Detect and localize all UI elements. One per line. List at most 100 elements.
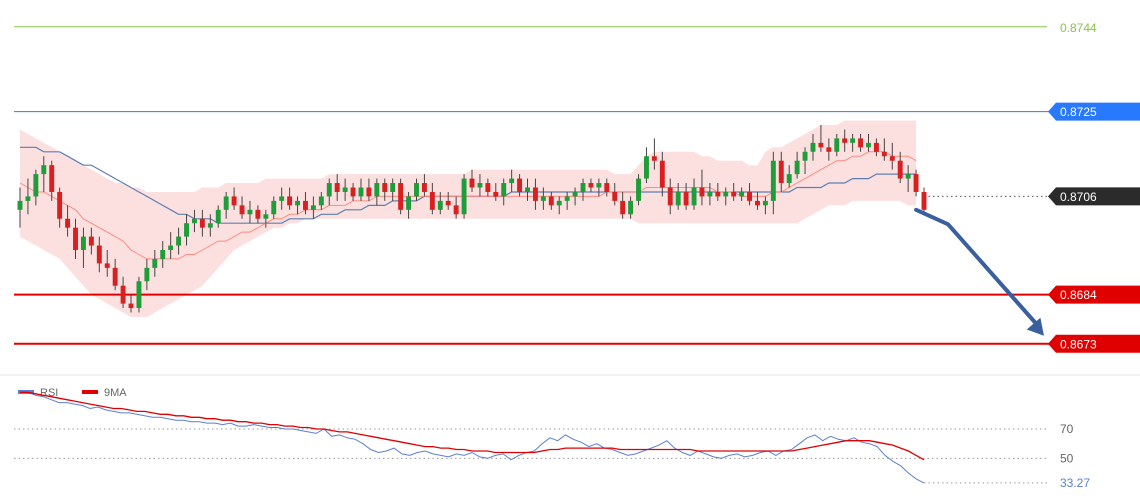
candle-body-95: [770, 160, 776, 201]
candle-body-76: [620, 200, 626, 215]
candles: [17, 125, 927, 313]
candle-body-30: [255, 209, 261, 219]
candle-42: [350, 183, 356, 201]
candle-body-65: [532, 187, 538, 201]
level-badge-2: 0.8706: [1048, 187, 1140, 206]
candle-1: [25, 178, 31, 215]
candle-93: [755, 191, 760, 210]
candle-71: [580, 178, 586, 201]
rsi-lines: [20, 391, 925, 484]
rsi-series-rsi: [20, 391, 925, 484]
candle-body-100: [810, 142, 816, 152]
candle-25: [215, 205, 221, 228]
candle-11: [104, 250, 110, 277]
candle-39: [326, 178, 332, 206]
candle-104: [842, 129, 848, 152]
legend-label-9ma: 9MA: [104, 387, 127, 399]
candle-14: [128, 294, 134, 313]
level-badge-3: 0.8684: [1048, 285, 1140, 304]
candle-72: [588, 178, 594, 192]
candle-body-97: [786, 174, 792, 184]
candle-94: [762, 196, 768, 215]
candle-body-92: [747, 191, 753, 201]
candle-body-3: [41, 165, 47, 175]
candle-44: [366, 178, 372, 201]
candle-body-41: [342, 187, 348, 192]
candle-103: [834, 133, 840, 157]
candle-46: [382, 178, 388, 201]
candle-67: [548, 191, 554, 210]
candle-110: [889, 142, 895, 170]
level-badge-4: 0.8673: [1048, 334, 1140, 353]
candle-56: [461, 174, 467, 219]
candle-body-29: [247, 209, 253, 215]
candle-66: [540, 187, 546, 210]
candle-body-112: [905, 174, 911, 179]
level-badge-bg-4: [1048, 334, 1140, 353]
rsi-series-9ma: [20, 391, 925, 461]
candle-body-37: [310, 205, 316, 210]
candle-77: [628, 196, 634, 219]
candle-76: [620, 191, 626, 219]
candle-27: [231, 187, 237, 210]
candle-62: [509, 169, 515, 192]
candle-body-47: [390, 183, 396, 192]
candle-8: [80, 227, 86, 268]
candle-112: [905, 165, 911, 192]
candle-body-108: [873, 142, 879, 152]
candle-body-38: [318, 196, 324, 206]
candle-body-19: [168, 245, 174, 250]
candle-body-15: [136, 281, 142, 309]
candle-98: [794, 151, 800, 179]
candle-body-62: [509, 178, 515, 184]
candle-38: [318, 191, 324, 210]
candle-51: [421, 174, 427, 197]
candle-47: [390, 178, 396, 201]
candle-body-34: [287, 196, 293, 206]
candle-10: [96, 236, 102, 273]
candle-body-18: [160, 250, 166, 259]
candle-body-87: [707, 191, 713, 197]
candle-12: [112, 258, 118, 291]
candle-body-69: [564, 196, 570, 201]
candle-3: [41, 156, 47, 192]
candle-16: [144, 258, 150, 291]
candle-body-99: [802, 151, 808, 161]
candle-35: [295, 196, 301, 215]
candle-body-106: [858, 138, 864, 148]
candle-body-73: [596, 183, 602, 188]
candle-body-25: [215, 209, 221, 224]
candle-body-101: [818, 142, 824, 148]
candle-body-81: [659, 160, 665, 188]
candle-61: [501, 178, 507, 206]
candle-63: [517, 174, 523, 197]
level-badge-1: 0.8725: [1048, 102, 1140, 121]
candle-6: [65, 205, 71, 237]
candle-body-14: [128, 303, 134, 309]
candle-59: [485, 178, 491, 197]
candle-body-107: [866, 142, 871, 148]
candle-49: [406, 191, 412, 219]
candle-96: [778, 151, 784, 192]
band-area: [20, 120, 917, 317]
candle-body-102: [826, 147, 832, 152]
candle-80: [651, 138, 657, 170]
candle-29: [247, 200, 253, 224]
candle-body-33: [279, 196, 285, 201]
candle-20: [176, 227, 182, 255]
candle-body-91: [739, 191, 745, 197]
candle-body-32: [271, 200, 277, 215]
candle-83: [675, 183, 681, 210]
candle-body-85: [691, 187, 697, 206]
candle-body-39: [326, 183, 332, 197]
candle-body-55: [453, 205, 459, 215]
candle-body-96: [778, 160, 784, 184]
candle-body-11: [104, 263, 110, 268]
candle-body-54: [445, 200, 451, 206]
candle-body-63: [517, 178, 523, 192]
candle-body-113: [913, 174, 919, 192]
candle-body-50: [414, 183, 419, 197]
candle-9: [88, 227, 94, 255]
candle-body-86: [699, 187, 705, 197]
rsi-level-label-70: 70: [1060, 422, 1074, 436]
